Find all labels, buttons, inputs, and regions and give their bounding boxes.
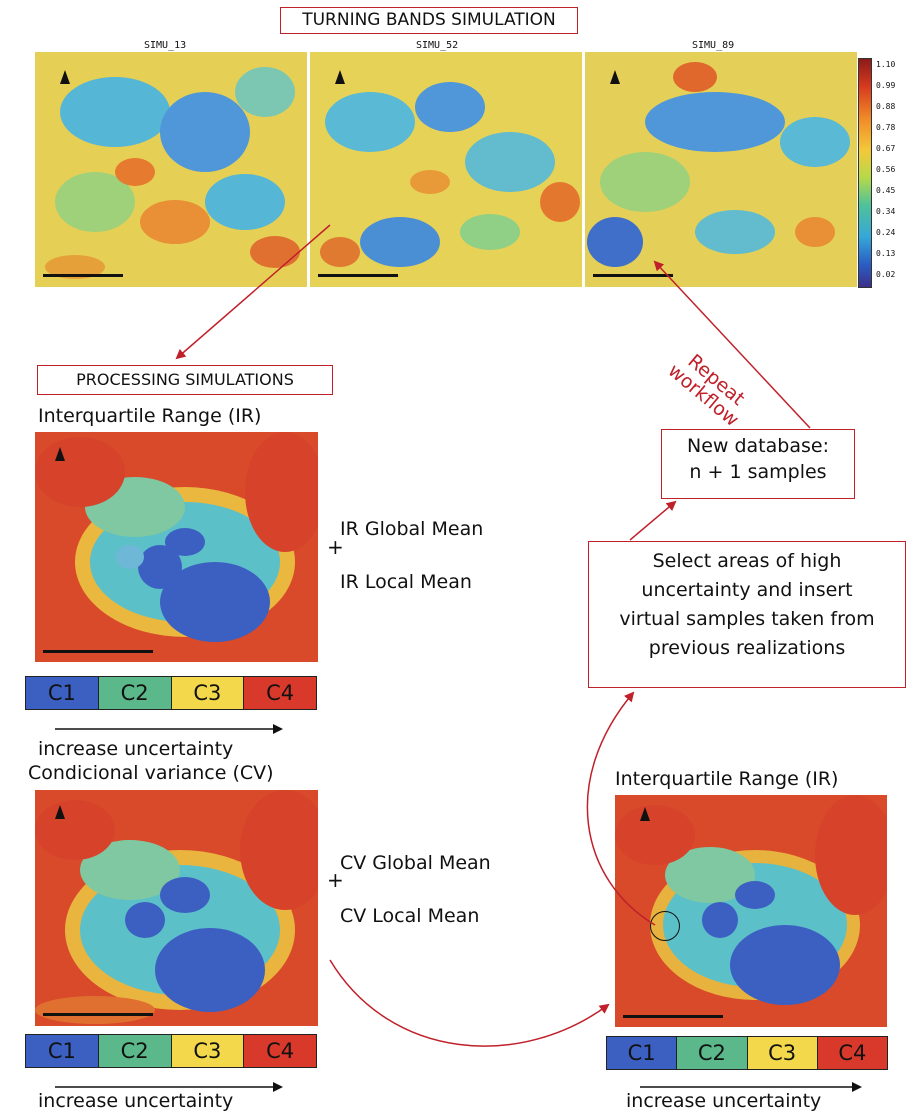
class-cell-c2: C2 xyxy=(98,1035,172,1067)
cv-class-bar: C1 C2 C3 C4 xyxy=(25,1034,317,1068)
cv-increase-label: increase uncertainty xyxy=(38,1090,234,1112)
new-database-line1: New database: xyxy=(687,435,829,457)
arrow-sim-to-processing xyxy=(175,224,331,360)
ir-increase-arrow xyxy=(55,724,283,734)
north-arrow-icon xyxy=(60,70,70,84)
legend-tick: 0.13 xyxy=(876,249,896,258)
class-cell-c3: C3 xyxy=(747,1037,818,1069)
select-line-1: Select areas of high xyxy=(652,550,842,572)
legend-tick: 0.56 xyxy=(876,165,896,174)
cv-map-image xyxy=(35,790,318,1026)
legend-tick: 0.99 xyxy=(876,81,896,90)
arrow-select-to-database xyxy=(629,500,677,541)
ir2-title: Interquartile Range (IR) xyxy=(615,768,839,790)
sim-map-2-image xyxy=(310,52,582,287)
color-legend xyxy=(858,58,872,288)
north-arrow-icon xyxy=(335,70,345,84)
cv-global-mean: CV Global Mean xyxy=(340,852,491,874)
legend-tick: 0.02 xyxy=(876,270,896,279)
ir2-increase-label: increase uncertainty xyxy=(626,1090,822,1112)
class-cell-c2: C2 xyxy=(98,677,172,709)
north-arrow-icon xyxy=(610,70,620,84)
scale-bar xyxy=(593,274,673,277)
ir-plus: + xyxy=(327,535,344,559)
class-cell-c3: C3 xyxy=(171,1035,245,1067)
class-cell-c4: C4 xyxy=(244,1035,316,1067)
legend-tick: 0.78 xyxy=(876,123,896,132)
legend-tick: 0.34 xyxy=(876,207,896,216)
arrow-database-to-sim xyxy=(653,260,811,429)
select-line-2: uncertainty and insert xyxy=(641,579,853,601)
ir2-map-image xyxy=(615,795,887,1027)
legend-tick: 0.24 xyxy=(876,228,896,237)
sim-map-1 xyxy=(35,52,307,287)
title-box: TURNING BANDS SIMULATION xyxy=(280,7,578,34)
legend-tick: 0.88 xyxy=(876,102,896,111)
scale-bar xyxy=(43,274,123,277)
scale-bar xyxy=(623,1015,723,1018)
ir-increase-label: increase uncertainty xyxy=(38,738,234,760)
legend-tick: 1.10 xyxy=(876,60,896,69)
cv-increase-arrow xyxy=(55,1082,283,1092)
scale-bar xyxy=(318,274,398,277)
processing-box: PROCESSING SIMULATIONS xyxy=(37,365,333,395)
cv-title: Condicional variance (CV) xyxy=(28,762,274,784)
arrow-cv-to-ir2 xyxy=(329,959,610,1047)
ir-local-mean: IR Local Mean xyxy=(340,571,472,593)
legend-tick: 0.67 xyxy=(876,144,896,153)
new-database-line2: n + 1 samples xyxy=(689,461,827,483)
select-line-3: virtual samples taken from xyxy=(619,608,875,630)
class-cell-c4: C4 xyxy=(817,1037,887,1069)
title-text: TURNING BANDS SIMULATION xyxy=(302,10,556,30)
class-cell-c2: C2 xyxy=(677,1037,748,1069)
north-arrow-icon xyxy=(640,807,650,821)
cv-local-mean: CV Local Mean xyxy=(340,905,480,927)
sim-map-1-image xyxy=(35,52,307,287)
ir-map-image xyxy=(35,432,318,662)
ir-map xyxy=(35,432,318,662)
sim-label-3: SIMU_89 xyxy=(692,40,735,51)
scale-bar xyxy=(43,650,153,653)
sim-label-1: SIMU_13 xyxy=(144,40,187,51)
high-uncertainty-circle xyxy=(650,911,680,941)
scale-bar xyxy=(43,1013,153,1016)
ir2-class-bar: C1 C2 C3 C4 xyxy=(606,1036,888,1070)
cv-map xyxy=(35,790,318,1026)
class-cell-c1: C1 xyxy=(607,1037,678,1069)
class-cell-c1: C1 xyxy=(26,1035,99,1067)
north-arrow-icon xyxy=(55,805,65,819)
north-arrow-icon xyxy=(55,447,65,461)
class-cell-c1: C1 xyxy=(26,677,99,709)
select-line-4: previous realizations xyxy=(648,637,846,659)
legend-tick: 0.45 xyxy=(876,186,896,195)
ir-global-mean: IR Global Mean xyxy=(340,518,484,540)
ir-class-bar: C1 C2 C3 C4 xyxy=(25,676,317,710)
processing-text: PROCESSING SIMULATIONS xyxy=(76,370,294,389)
cv-plus: + xyxy=(327,868,344,892)
ir2-map xyxy=(615,795,887,1027)
ir2-increase-arrow xyxy=(640,1082,862,1092)
select-areas-box: Select areas of high uncertainty and ins… xyxy=(588,541,906,688)
new-database-box: New database: n + 1 samples xyxy=(661,429,855,499)
sim-map-3-image xyxy=(585,52,857,287)
ir-title: Interquartile Range (IR) xyxy=(38,405,262,427)
sim-label-2: SIMU_52 xyxy=(416,40,459,51)
sim-map-3 xyxy=(585,52,857,287)
sim-map-2 xyxy=(310,52,582,287)
class-cell-c3: C3 xyxy=(171,677,245,709)
arrow-circle-to-select xyxy=(586,691,656,926)
class-cell-c4: C4 xyxy=(244,677,316,709)
